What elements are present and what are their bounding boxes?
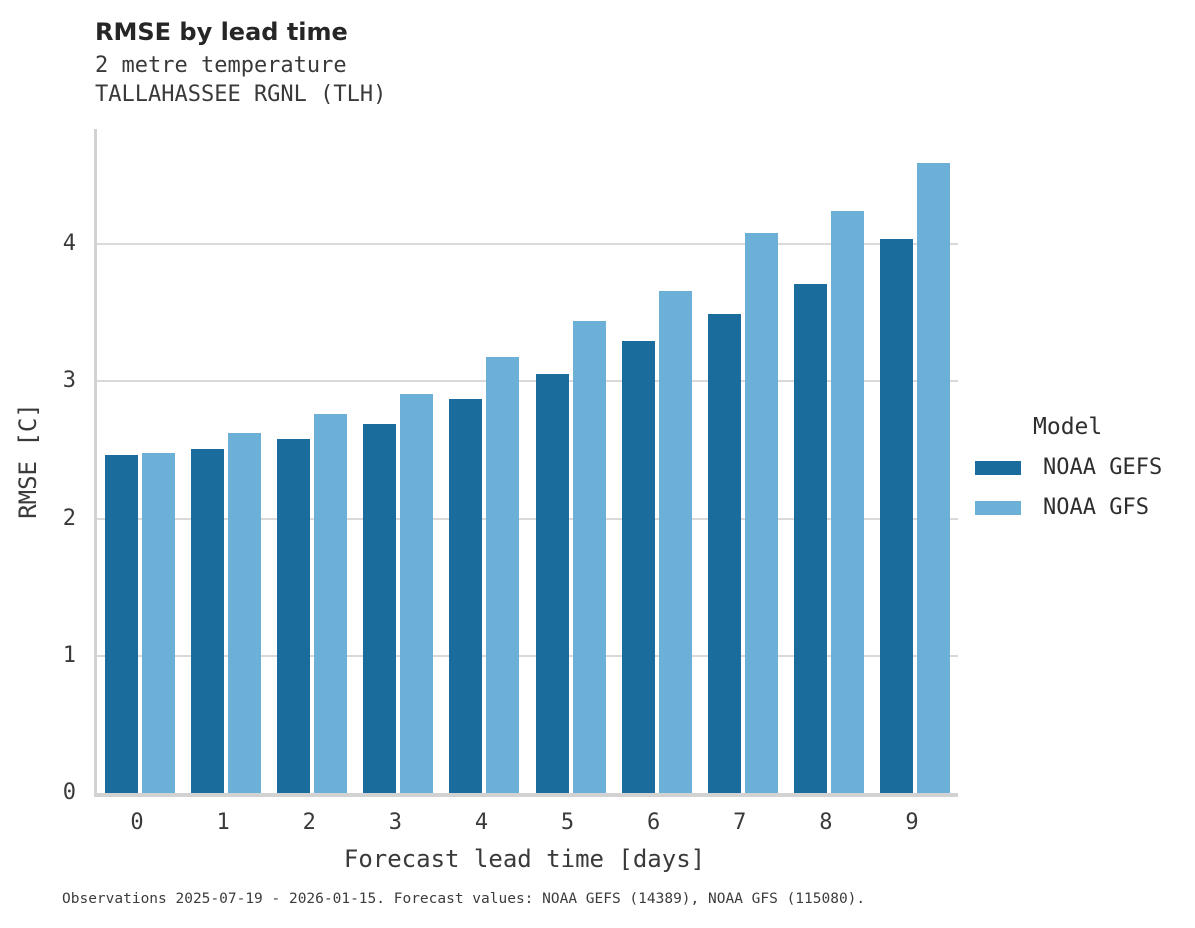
plot-area [94, 129, 958, 797]
x-tick-label-2: 2 [302, 810, 316, 835]
x-axis-title: Forecast lead time [days] [343, 845, 706, 873]
bar-noaa-gfs-lead-8 [830, 211, 864, 793]
footer-note: Observations 2025-07-19 - 2026-01-15. Fo… [62, 891, 866, 907]
legend-item-noaa-gfs: NOAA GFS [975, 495, 1190, 521]
gridline-y-4 [97, 243, 958, 245]
x-tick-label-6: 6 [647, 810, 661, 835]
bar-noaa-gfs-lead-3 [400, 393, 434, 793]
bar-noaa-gefs-lead-2 [277, 438, 311, 793]
legend-item-noaa-gefs: NOAA GEFS [975, 455, 1190, 481]
x-tick-label-0: 0 [130, 810, 144, 835]
bar-noaa-gefs-lead-3 [363, 423, 397, 793]
bar-noaa-gefs-lead-0 [105, 455, 139, 793]
legend-swatch-noaa-gfs [975, 501, 1021, 515]
y-tick-label-3: 3 [62, 368, 76, 394]
bar-noaa-gefs-lead-4 [449, 399, 483, 793]
bar-noaa-gfs-lead-7 [744, 233, 778, 793]
bar-noaa-gfs-lead-1 [228, 433, 262, 793]
x-tick-label-1: 1 [216, 810, 230, 835]
x-tick-label-3: 3 [388, 810, 402, 835]
y-tick-label-2: 2 [62, 505, 76, 531]
y-axis-title: RMSE [C] [14, 403, 42, 519]
bar-noaa-gfs-lead-6 [658, 290, 692, 793]
x-tick-label-9: 9 [905, 810, 919, 835]
bar-noaa-gefs-lead-7 [707, 313, 741, 793]
gridline-y-1 [97, 654, 958, 657]
legend-items: NOAA GEFS NOAA GFS [975, 455, 1190, 521]
gridline-y-2 [97, 517, 958, 520]
gridline-y-3 [97, 380, 958, 383]
y-tick-label-4: 4 [62, 231, 76, 256]
y-tick-label-1: 1 [62, 642, 76, 668]
x-tick-label-8: 8 [819, 810, 833, 835]
chart-subtitle-variable: 2 metre temperature [95, 53, 347, 78]
bar-noaa-gfs-lead-9 [916, 163, 950, 793]
bar-noaa-gefs-lead-8 [793, 283, 827, 793]
legend-title: Model [1033, 414, 1103, 440]
legend-swatch-noaa-gefs [975, 461, 1021, 475]
x-tick-label-7: 7 [733, 810, 747, 835]
bar-noaa-gfs-lead-5 [572, 320, 606, 793]
bar-noaa-gefs-lead-5 [535, 374, 569, 793]
y-tick-label-0: 0 [62, 780, 76, 805]
legend-label-noaa-gfs: NOAA GFS [1043, 495, 1149, 520]
x-tick-label-4: 4 [474, 810, 489, 835]
chart-subtitle-station: TALLAHASSEE RGNL (TLH) [95, 82, 387, 107]
bar-noaa-gfs-lead-4 [486, 356, 520, 793]
bar-noaa-gefs-lead-1 [191, 448, 225, 793]
legend: Model NOAA GEFS NOAA GFS [975, 413, 1190, 521]
bar-noaa-gfs-lead-0 [142, 452, 176, 793]
chart-title: RMSE by lead time [95, 18, 348, 46]
bar-noaa-gefs-lead-6 [621, 341, 655, 793]
bar-noaa-gefs-lead-9 [879, 238, 913, 793]
legend-label-noaa-gefs: NOAA GEFS [1043, 455, 1163, 480]
x-tick-label-5: 5 [560, 810, 575, 835]
bar-noaa-gfs-lead-2 [314, 414, 348, 793]
